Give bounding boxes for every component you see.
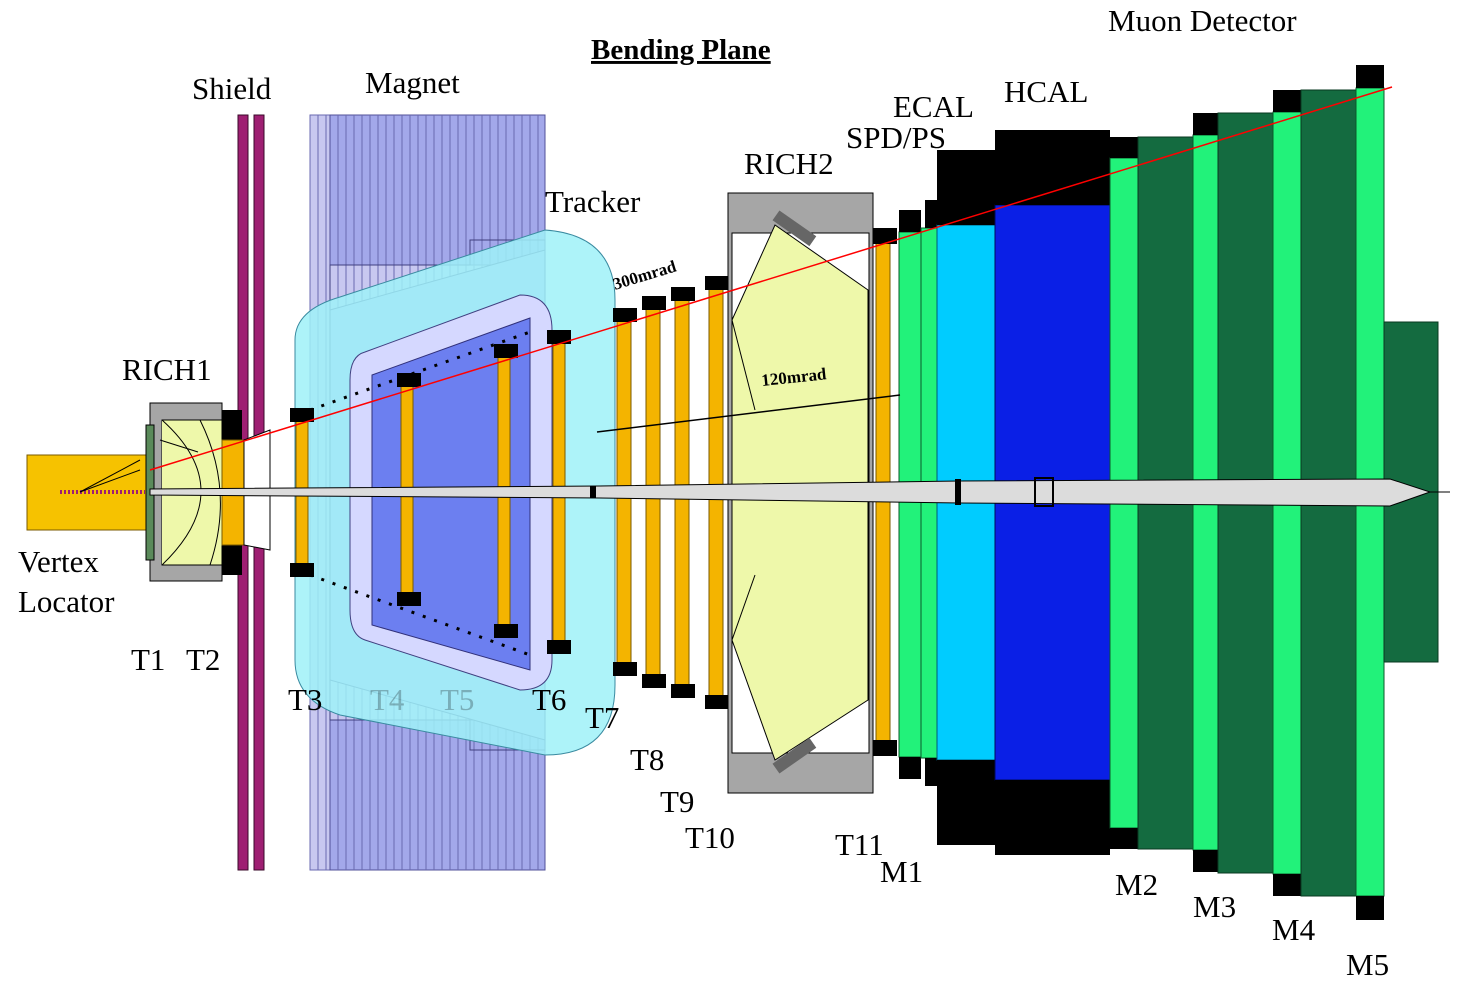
label-t4: T4 xyxy=(370,682,405,717)
label-t3: T3 xyxy=(288,682,322,717)
label-t9: T9 xyxy=(660,784,694,819)
label-locator: Locator xyxy=(18,584,115,619)
label-vertex: Vertex xyxy=(18,544,99,579)
label-t1: T1 xyxy=(131,642,165,677)
label-rich1: RICH1 xyxy=(122,352,212,387)
label-tracker: Tracker xyxy=(545,184,641,219)
label-t2: T2 xyxy=(186,642,220,677)
label-m5: M5 xyxy=(1346,947,1389,981)
acceptance-120mrad-line xyxy=(596,394,901,433)
label-m2: M2 xyxy=(1115,867,1158,902)
vertex-locator xyxy=(26,454,153,531)
label-rich2: RICH2 xyxy=(744,146,834,181)
label-m4: M4 xyxy=(1272,912,1316,947)
label-magnet: Magnet xyxy=(365,65,460,100)
label-ecal: ECAL xyxy=(893,89,974,124)
label-hcal: HCAL xyxy=(1004,74,1088,109)
label-m3: M3 xyxy=(1193,889,1236,924)
label-t7: T7 xyxy=(585,700,619,735)
label-t6: T6 xyxy=(532,682,566,717)
label-angle-300mrad: 300mrad xyxy=(611,256,679,293)
acceptance-300mrad-line xyxy=(149,86,1393,471)
beam-pipe xyxy=(149,477,1450,507)
label-shield: Shield xyxy=(192,71,272,106)
label-t5: T5 xyxy=(440,682,474,717)
label-spd-ps: SPD/PS xyxy=(846,120,946,155)
label-t8: T8 xyxy=(630,742,664,777)
label-m1: M1 xyxy=(880,854,923,889)
label-t10: T10 xyxy=(685,820,735,855)
label-t11: T11 xyxy=(835,827,884,862)
label-muon-detector: Muon Detector xyxy=(1108,3,1297,38)
diagram-title: Bending Plane xyxy=(591,34,771,66)
